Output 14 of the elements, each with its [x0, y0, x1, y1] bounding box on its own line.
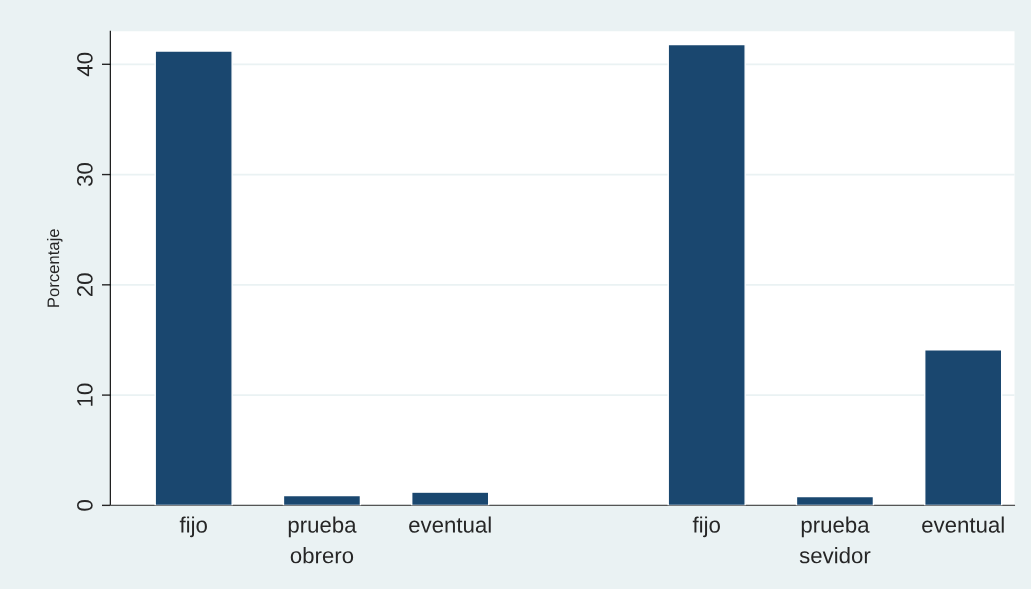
text: sevidor: [799, 547, 871, 564]
y-tick-label: 40: [76, 52, 93, 77]
y-tick-label: 30: [76, 163, 93, 187]
x-tick-label: eventual: [409, 516, 491, 533]
x-tick-label: fijo: [179, 516, 207, 538]
x-tick-label: prueba: [801, 516, 870, 538]
x-tick-label: eventual: [922, 516, 1004, 533]
x-tick-label: fijo: [692, 516, 720, 538]
y-tick-label: 0: [76, 500, 93, 511]
y-axis-title: Porcentaje: [46, 229, 63, 307]
y-tick-label: 20: [76, 273, 93, 297]
x-tick-label: prueba: [288, 516, 357, 538]
y-tick-label: 10: [76, 383, 93, 406]
text: obrero: [290, 547, 354, 564]
